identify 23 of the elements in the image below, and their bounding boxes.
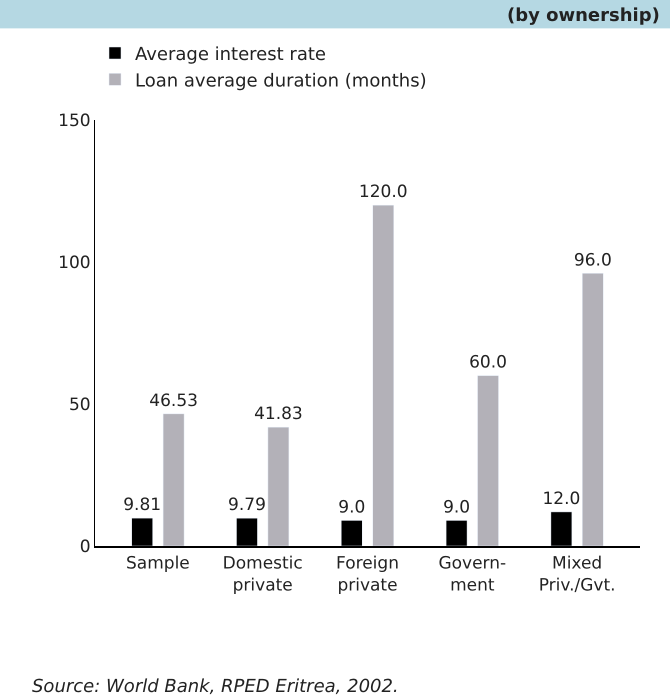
data-label: 120.0: [358, 182, 408, 202]
data-label: 12.0: [542, 488, 580, 509]
data-label: 9.0: [443, 497, 470, 518]
chart-title: (by ownership): [507, 5, 660, 26]
y-tick-label: 50: [68, 394, 91, 415]
data-label: 96.0: [574, 250, 612, 270]
x-tick-label: Sample: [126, 553, 190, 574]
data-label: 9.0: [338, 497, 366, 518]
x-tick-label: Domestic private: [222, 553, 303, 596]
x-tick-label: Mixed Priv./Gvt.: [538, 553, 616, 596]
data-label: 9.81: [123, 495, 162, 516]
source-note: Source: World Bank, RPED Eritrea, 2002.: [32, 676, 399, 696]
legend-label: Average interest rate: [135, 44, 326, 66]
y-tick-label: 100: [58, 252, 91, 273]
x-tick-label: Govern- ment: [438, 553, 506, 596]
x-tick-label: Foreign private: [336, 553, 399, 596]
data-label: 41.83: [254, 404, 303, 424]
data-label: 60.0: [469, 352, 507, 373]
y-tick-label: 150: [58, 110, 91, 131]
data-label: 9.79: [228, 495, 266, 516]
y-tick-label: 0: [80, 536, 91, 557]
legend-label: Loan average duration (months): [135, 70, 427, 92]
data-label: 46.53: [149, 390, 198, 411]
